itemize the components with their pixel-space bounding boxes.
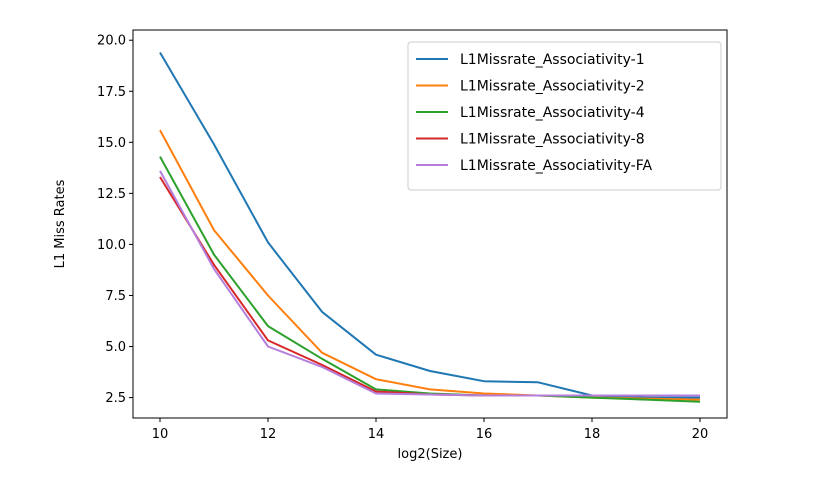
legend-entry-label: L1Missrate_Associativity-8 <box>460 132 645 148</box>
x-axis-label: log2(Size) <box>398 447 463 462</box>
y-tick-label: 17.5 <box>97 85 126 100</box>
y-axis-label: L1 Miss Rates <box>53 179 68 268</box>
x-tick-label: 14 <box>368 427 385 442</box>
x-tick-label: 12 <box>260 427 277 442</box>
series-line-5 <box>159 170 700 397</box>
plot-frame <box>132 29 728 419</box>
x-tick-label: 10 <box>152 427 169 442</box>
y-tick-label: 10.0 <box>97 238 126 253</box>
series-line-4 <box>159 176 700 397</box>
x-tick-label: 16 <box>476 427 493 442</box>
x-tick-label: 18 <box>584 427 601 442</box>
legend-box <box>407 41 722 191</box>
legend-entry-label: L1Missrate_Associativity-FA <box>460 158 652 174</box>
y-tick-label: 20.0 <box>97 34 126 49</box>
legend-entry-label: L1Missrate_Associativity-1 <box>460 52 645 68</box>
y-tick-label: 5.0 <box>105 340 126 355</box>
y-tick-label: 15.0 <box>97 136 126 151</box>
legend-entry-label: L1Missrate_Associativity-2 <box>460 79 645 95</box>
legend: L1Missrate_Associativity-1 L1Missrate_Ass… <box>407 41 722 191</box>
y-tick-label: 7.5 <box>105 289 126 304</box>
y-tick-label: 2.5 <box>105 391 126 406</box>
y-axis: 2.5 5.0 7.5 10.0 12.5 15.0 17.5 20.0 <box>97 34 133 406</box>
x-tick-label: 20 <box>692 427 709 442</box>
legend-entry-label: L1Missrate_Associativity-4 <box>460 105 645 121</box>
series-lines <box>159 51 701 403</box>
x-axis: 10 12 14 16 18 20 <box>152 418 709 442</box>
y-tick-label: 12.5 <box>97 187 126 202</box>
